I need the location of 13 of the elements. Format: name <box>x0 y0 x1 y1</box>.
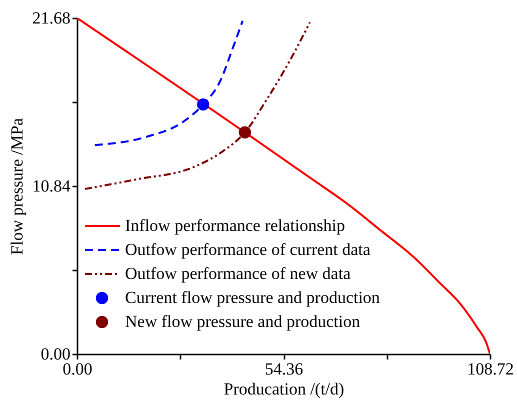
legend-label: Outfow performance of new data <box>125 264 352 283</box>
x-axis-title: Producation /(t/d) <box>224 380 344 398</box>
legend-label: New flow pressure and production <box>125 312 361 331</box>
legend-label: Inflow performance relationship <box>125 216 345 235</box>
legend-label: Current flow pressure and production <box>125 288 380 307</box>
y-axis-title: Flow pressure /MPa <box>7 118 26 255</box>
x-tick-label: 54.36 <box>264 360 304 378</box>
line-series <box>94 20 244 146</box>
y-tick-label: 10.84 <box>32 176 71 196</box>
y-tick-label: 21.68 <box>32 8 70 28</box>
x-tick-label: 108.72 <box>467 360 514 378</box>
line-series <box>84 21 311 190</box>
legend-label: Outfow performance of current data <box>125 240 371 259</box>
